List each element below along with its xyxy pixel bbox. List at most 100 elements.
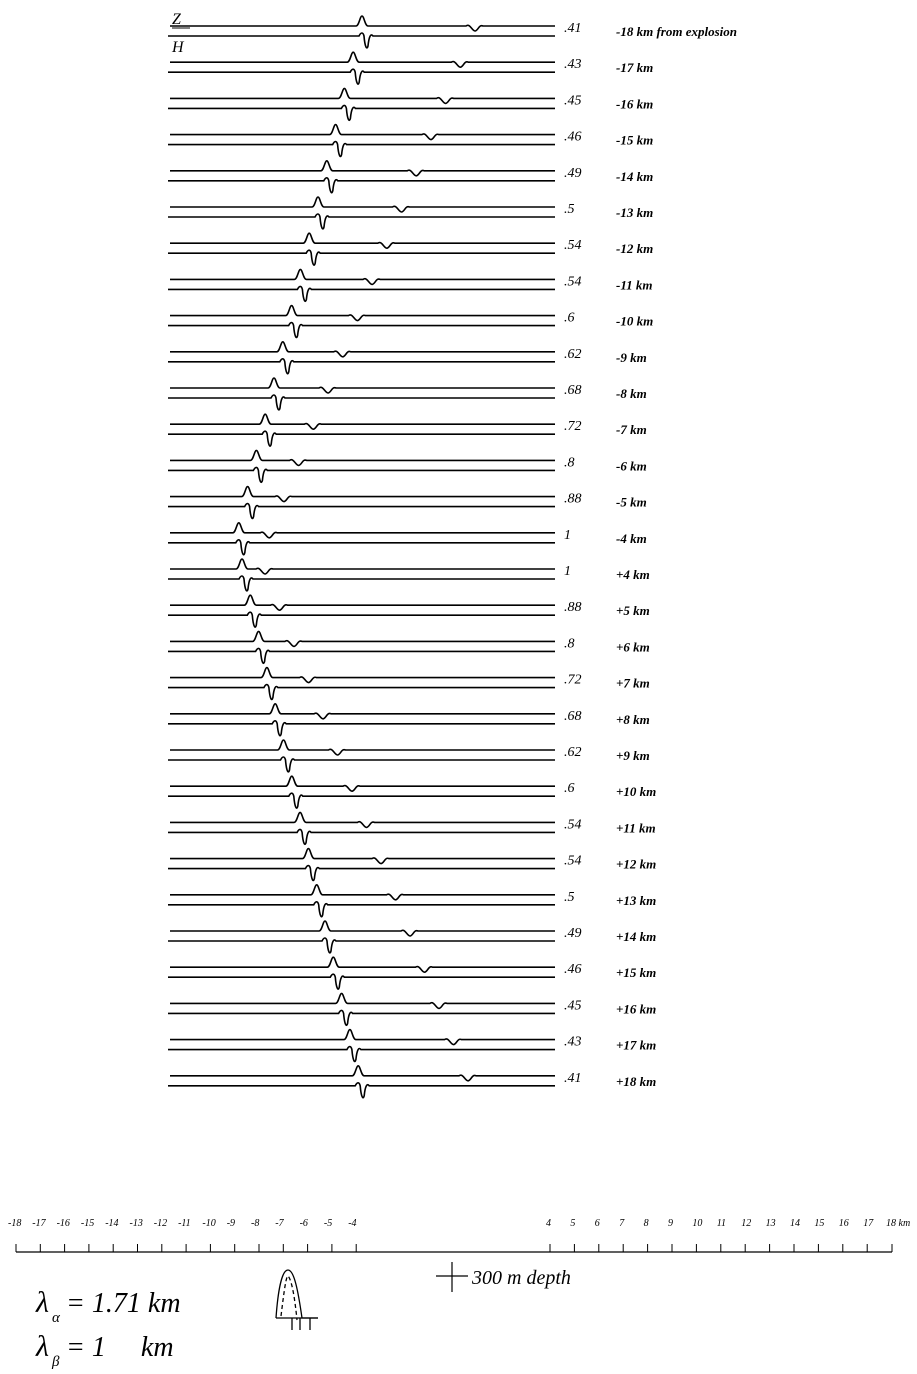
distance-label-28: +16 km — [616, 1001, 656, 1016]
h-trace-13 — [168, 466, 555, 484]
scale-tick-label-right-8: 11 — [717, 1218, 726, 1229]
wavelength-beta: λ β = 1 km — [35, 1330, 174, 1370]
distance-label-4: -15 km — [616, 133, 653, 148]
h-trace-25 — [168, 901, 555, 918]
scale-tick-label-left-13: -6 — [300, 1218, 308, 1229]
h-trace-10 — [168, 358, 555, 375]
distance-label-9: -10 km — [616, 314, 653, 329]
amplitude-label-14: .88 — [564, 492, 582, 507]
amplitude-label-26: .49 — [564, 926, 582, 941]
scale-tick-label-right-12: 15 — [814, 1218, 824, 1229]
h-trace-22 — [168, 792, 555, 809]
scale-tick-label-right-2: 5 — [570, 1218, 575, 1229]
z-component-label: Z — [172, 11, 182, 28]
amplitude-label-23: .54 — [564, 817, 582, 832]
amplitude-label-22: .6 — [564, 781, 575, 796]
z-trace-22 — [170, 775, 555, 793]
h-trace-11 — [168, 394, 555, 411]
trace-15: 1 -4 km — [168, 521, 647, 556]
h-trace-26 — [168, 937, 555, 954]
scale-tick-label-left-2: -17 — [32, 1218, 46, 1229]
trace-20: .68 +8 km — [168, 702, 650, 737]
lambda-beta-subscript: β — [51, 1354, 60, 1370]
amplitude-label-27: .46 — [564, 962, 582, 977]
h-trace-15 — [168, 539, 555, 556]
amplitude-label-20: .68 — [564, 709, 582, 724]
z-trace-19 — [170, 666, 555, 684]
distance-label-8: -11 km — [616, 277, 652, 292]
z-trace-4 — [170, 123, 555, 141]
z-trace-30 — [170, 1064, 555, 1082]
distance-label-24: +12 km — [616, 857, 656, 872]
trace-5: .49 -14 km — [168, 159, 653, 194]
amplitude-label-1: .41 — [564, 21, 582, 36]
z-trace-11 — [170, 377, 555, 394]
z-trace-24 — [170, 847, 555, 865]
amplitude-label-5: .49 — [564, 166, 582, 181]
trace-3: .45 -16 km — [168, 87, 653, 122]
amplitude-label-29: .43 — [564, 1035, 582, 1050]
z-trace-20 — [170, 702, 555, 720]
scale-tick-label-left-6: -13 — [130, 1218, 143, 1229]
h-trace-21 — [168, 756, 555, 773]
trace-2: .43 -17 km — [168, 51, 653, 85]
z-trace-1 — [170, 15, 555, 32]
amplitude-label-3: .45 — [564, 93, 582, 108]
trace-1: .41 -18 km from explosion — [168, 15, 737, 49]
amplitude-label-13: .8 — [564, 455, 575, 470]
amplitude-label-9: .6 — [564, 311, 575, 326]
scale-tick-label-left-4: -15 — [81, 1218, 94, 1229]
distance-label-22: +10 km — [616, 784, 656, 799]
z-trace-28 — [170, 992, 555, 1010]
h-component-label: H — [171, 39, 185, 56]
h-trace-8 — [168, 285, 555, 303]
z-trace-12 — [170, 413, 555, 431]
distance-label-6: -13 km — [616, 205, 653, 220]
trace-26: .49 +14 km — [168, 920, 656, 954]
scale-tick-label-left-3: -16 — [57, 1218, 70, 1229]
h-trace-18 — [168, 647, 555, 665]
scale-tick-label-left-5: -14 — [105, 1218, 118, 1229]
z-trace-23 — [170, 811, 555, 829]
scale-tick-label-right-14: 17 — [863, 1218, 874, 1229]
h-trace-28 — [168, 1009, 555, 1027]
amplitude-label-6: .5 — [564, 202, 575, 217]
lambda-alpha-subscript: α — [52, 1310, 61, 1326]
trace-22: .6 +10 km — [168, 775, 656, 809]
trace-11: .68 -8 km — [168, 377, 647, 411]
z-trace-9 — [170, 304, 555, 322]
distance-label-11: -8 km — [616, 386, 647, 401]
amplitude-label-24: .54 — [564, 854, 582, 869]
trace-list: .41 -18 km from explosion .43 -17 km .45 -16 … — [168, 15, 737, 1099]
z-trace-3 — [170, 87, 555, 105]
z-trace-13 — [170, 449, 555, 467]
distance-label-14: -5 km — [616, 495, 647, 510]
trace-14: .88 -5 km — [168, 485, 647, 520]
scale-tick-label-right-7: 10 — [692, 1218, 702, 1229]
distance-label-17: +5 km — [616, 603, 650, 618]
distance-label-2: -17 km — [616, 60, 653, 75]
scale-tick-label-left-1: -18 — [8, 1218, 21, 1229]
amplitude-label-7: .54 — [564, 238, 582, 253]
scale-tick-label-right-6: 9 — [668, 1218, 673, 1229]
scale-tick-label-left-7: -12 — [154, 1218, 167, 1229]
distance-label-15: -4 km — [616, 531, 647, 546]
trace-29: .43 +17 km — [168, 1028, 656, 1063]
z-trace-14 — [170, 485, 555, 503]
scale-tick-label-left-8: -11 — [178, 1218, 191, 1229]
trace-28: .45 +16 km — [168, 992, 656, 1027]
distance-label-21: +9 km — [616, 748, 650, 763]
trace-27: .46 +15 km — [168, 956, 656, 990]
trace-6: .5 -13 km — [168, 196, 653, 230]
h-trace-4 — [168, 140, 555, 158]
distance-label-23: +11 km — [616, 820, 656, 835]
lambda-beta-value: = 1 km — [66, 1332, 174, 1363]
trace-16: 1 +4 km — [168, 558, 650, 592]
trace-21: .62 +9 km — [168, 739, 650, 773]
distance-label-20: +8 km — [616, 712, 650, 727]
amplitude-label-25: .5 — [564, 890, 575, 905]
scale-tick-label-right-4: 7 — [619, 1218, 625, 1229]
z-trace-29 — [170, 1028, 555, 1046]
trace-10: .62 -9 km — [168, 340, 647, 375]
